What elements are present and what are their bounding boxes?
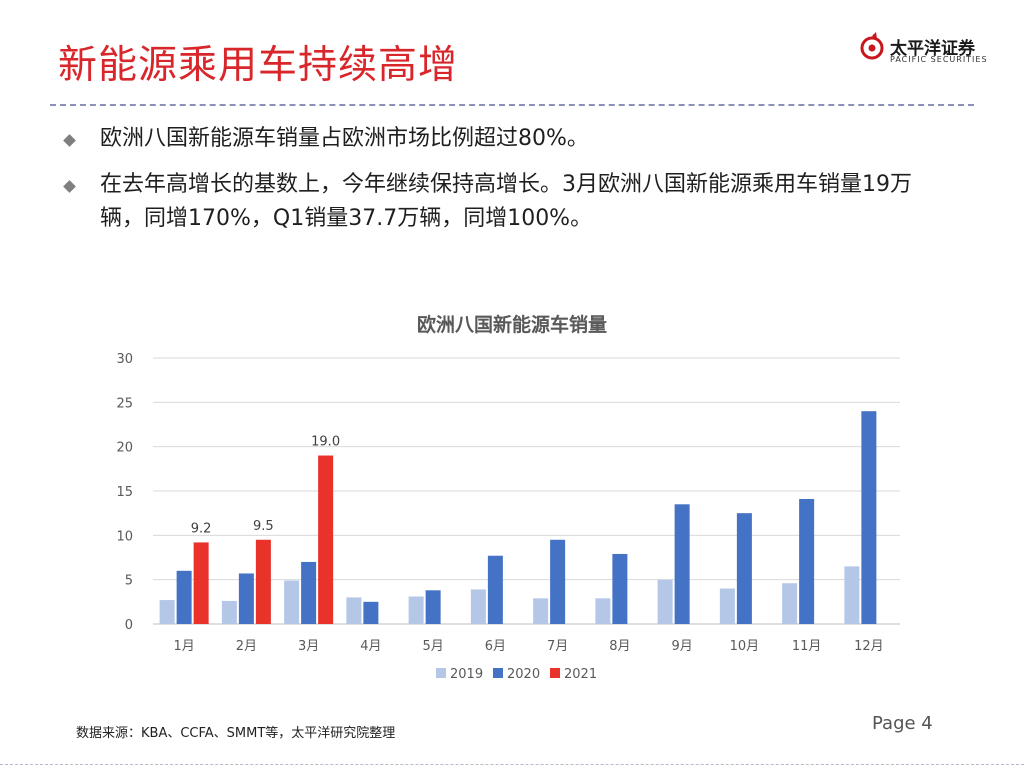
- bar-2020: [612, 553, 628, 624]
- y-tick-label: 20: [116, 441, 133, 456]
- data-label: 9.2: [191, 521, 212, 536]
- legend-label: 2019: [450, 667, 483, 682]
- title-divider: [50, 104, 974, 106]
- bottom-divider: [0, 764, 1024, 765]
- company-logo: 太平洋证券 PACIFIC SECURITIES: [860, 32, 995, 68]
- bar-2019: [470, 589, 486, 624]
- bullet-item: 在去年高增长的基数上，今年继续保持高增长。3月欧洲八国新能源乘用车销量19万辆，…: [60, 168, 960, 236]
- bar-2019: [719, 588, 735, 624]
- legend-swatch-2021: [550, 668, 560, 678]
- bar-2019: [284, 580, 300, 624]
- bar-2020: [425, 590, 441, 624]
- bar-2020: [487, 555, 503, 624]
- bar-2021: [255, 539, 271, 624]
- bar-2020: [861, 411, 877, 624]
- bullet-list: 欧洲八国新能源车销量占欧洲市场比例超过80%。 在去年高增长的基数上，今年继续保…: [60, 122, 960, 248]
- bar-2019: [408, 596, 424, 624]
- y-tick-label: 30: [116, 352, 133, 367]
- y-tick-label: 0: [125, 618, 133, 633]
- y-tick-label: 15: [116, 485, 133, 500]
- bar-chart: 0 5 10 15 20 25 30 1月 9.2 2月 9.5 3月 19.0 4月 5月 6月 7月 8月 9月…: [116, 352, 900, 682]
- x-tick-label: 11月: [792, 639, 822, 654]
- chart-container: 欧洲八国新能源车销量 0 5 10 15 20 25 30 1月 9.2 2月 9.5 3月 19.0 4…: [0, 300, 1024, 700]
- bar-2020: [736, 513, 752, 624]
- x-tick-label: 5月: [422, 639, 443, 654]
- data-source-note: 数据来源：KBA、CCFA、SMMT等，太平洋研究院整理: [76, 726, 396, 741]
- slide-title: 新能源乘用车持续高增: [58, 43, 459, 88]
- x-tick-label: 9月: [671, 639, 692, 654]
- bar-2019: [657, 579, 673, 624]
- x-tick-label: 7月: [547, 639, 568, 654]
- x-tick-label: 3月: [298, 639, 319, 654]
- y-tick-label: 10: [116, 529, 133, 544]
- y-tick-label: 25: [116, 396, 133, 411]
- bar-2019: [159, 600, 175, 624]
- bar-2019: [782, 583, 798, 624]
- bar-2020: [176, 570, 192, 624]
- bullet-item: 欧洲八国新能源车销量占欧洲市场比例超过80%。: [60, 122, 960, 156]
- x-tick-label: 12月: [854, 639, 884, 654]
- pacific-securities-logo-icon: [860, 32, 884, 60]
- legend-swatch-2019: [436, 668, 446, 678]
- bar-2019: [221, 600, 237, 624]
- bar-2021: [318, 455, 334, 624]
- bar-2020: [674, 504, 690, 624]
- bar-2020: [799, 498, 815, 624]
- chart-title: 欧洲八国新能源车销量: [416, 314, 607, 336]
- data-label: 9.5: [253, 519, 274, 534]
- bar-2019: [595, 598, 611, 624]
- x-tick-label: 4月: [360, 639, 381, 654]
- page-number: Page 4: [872, 713, 933, 734]
- y-tick-label: 5: [125, 574, 133, 589]
- data-label: 19.0: [311, 435, 340, 450]
- x-tick-label: 1月: [173, 639, 194, 654]
- logo-text-en: PACIFIC SECURITIES: [890, 55, 988, 64]
- bar-2021: [193, 542, 209, 624]
- bar-2020: [363, 601, 379, 624]
- bar-2019: [844, 566, 860, 624]
- legend-label: 2020: [507, 667, 540, 682]
- diamond-bullet-icon: [63, 134, 76, 147]
- x-tick-label: 6月: [485, 639, 506, 654]
- bar-2019: [346, 597, 362, 624]
- bullet-text: 在去年高增长的基数上，今年继续保持高增长。3月欧洲八国新能源乘用车销量19万辆，…: [100, 172, 912, 231]
- bar-2020: [550, 539, 566, 624]
- bar-2020: [238, 573, 254, 624]
- legend-swatch-2020: [493, 668, 503, 678]
- x-tick-label: 2月: [236, 639, 257, 654]
- bar-2019: [533, 598, 549, 624]
- logo-text-cn: 太平洋证券: [890, 39, 975, 59]
- bar-2020: [301, 561, 317, 624]
- bullet-text: 欧洲八国新能源车销量占欧洲市场比例超过80%。: [100, 126, 589, 151]
- legend-label: 2021: [564, 667, 597, 682]
- x-tick-label: 8月: [609, 639, 630, 654]
- x-tick-label: 10月: [730, 639, 760, 654]
- diamond-bullet-icon: [63, 180, 76, 193]
